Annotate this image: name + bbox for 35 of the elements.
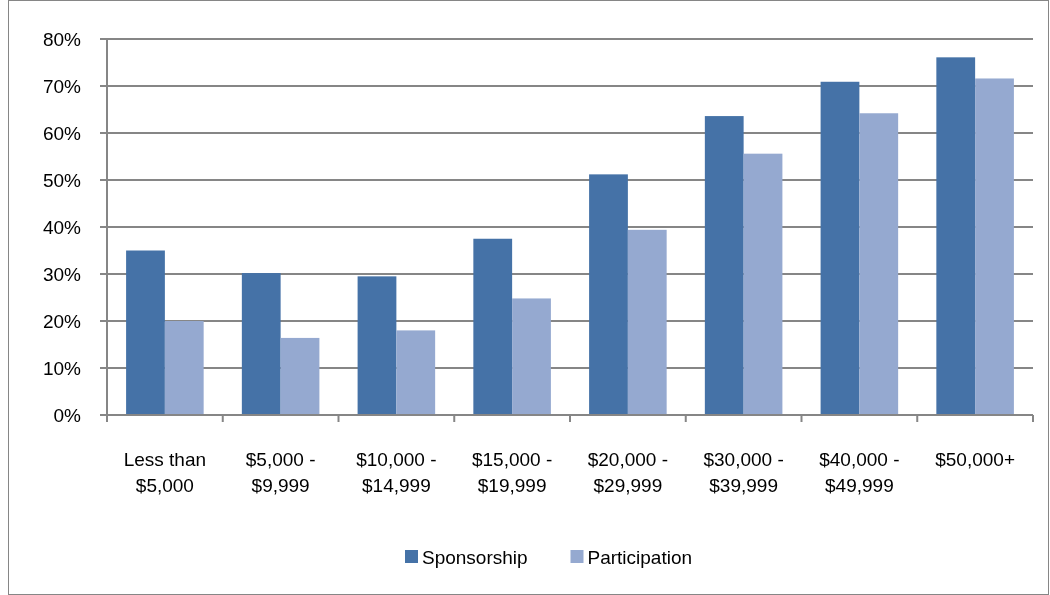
y-tick-label: 10%: [42, 357, 82, 379]
bar: [820, 81, 860, 415]
y-tick-label: 50%: [42, 169, 82, 191]
bar: [743, 153, 783, 415]
bar: [357, 276, 397, 415]
bar: [589, 174, 628, 415]
bar: [396, 330, 436, 415]
x-tick-label: Less than $5,000: [123, 449, 207, 496]
x-tick-label: $50,000+: [935, 449, 1016, 470]
bar: [936, 57, 976, 415]
y-tick-label: 80%: [42, 28, 82, 50]
x-tick-label: $10,000 - $14,999: [356, 449, 437, 496]
bar: [473, 238, 513, 415]
x-tick-label: $15,000 - $19,999: [471, 449, 553, 496]
bar: [241, 273, 281, 415]
x-tick-label: $5,000 - $9,999: [245, 449, 316, 496]
legend-label: Sponsorship: [422, 546, 528, 568]
x-tick-label: $20,000 - $29,999: [587, 449, 669, 496]
bar: [627, 229, 667, 415]
bar: [859, 113, 899, 415]
y-tick-label: 0%: [53, 404, 82, 426]
bar: [280, 337, 320, 415]
bar: [126, 250, 165, 415]
x-tick-label: $40,000 - $49,999: [819, 449, 900, 496]
bar: [975, 78, 1014, 415]
y-tick-label: 40%: [42, 216, 82, 238]
y-tick-label: 70%: [42, 75, 82, 97]
y-tick-label: 30%: [42, 263, 82, 285]
bar: [704, 116, 744, 415]
x-tick-label: $30,000 - $39,999: [703, 449, 784, 496]
bar: [164, 321, 204, 415]
y-tick-label: 20%: [42, 310, 82, 332]
legend-label: Participation: [587, 546, 693, 568]
bar: [512, 298, 551, 415]
y-tick-label: 60%: [42, 122, 82, 144]
